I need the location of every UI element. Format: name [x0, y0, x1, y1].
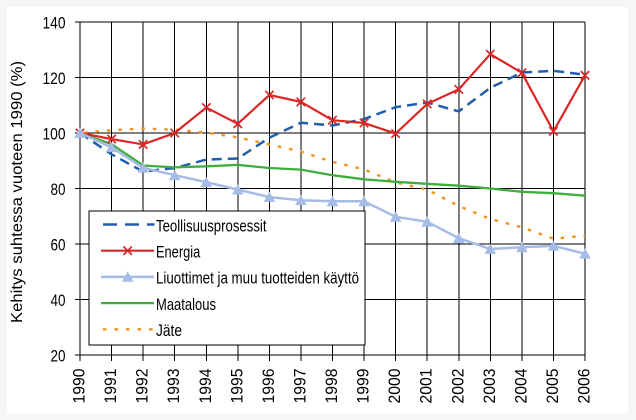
svg-text:40: 40: [51, 291, 66, 310]
svg-text:Teollisuusprosessit: Teollisuusprosessit: [156, 217, 267, 235]
svg-text:Maatalous: Maatalous: [156, 296, 216, 314]
svg-text:2000: 2000: [385, 369, 404, 404]
svg-text:Jäte: Jäte: [156, 322, 182, 340]
svg-text:Liuottimet ja muu tuotteiden k: Liuottimet ja muu tuotteiden käyttö: [156, 270, 359, 288]
svg-text:2001: 2001: [417, 369, 436, 404]
svg-text:120: 120: [43, 69, 66, 88]
svg-text:1992: 1992: [133, 369, 152, 404]
svg-text:Kehitys suhtessa vuoteen 1990: Kehitys suhtessa vuoteen 1990 (%): [9, 61, 26, 323]
svg-text:60: 60: [51, 235, 66, 254]
svg-text:100: 100: [43, 124, 66, 143]
svg-text:1998: 1998: [322, 369, 341, 404]
svg-text:2003: 2003: [480, 369, 499, 404]
svg-text:Energia: Energia: [156, 244, 201, 262]
svg-text:1990: 1990: [70, 369, 89, 404]
svg-text:1995: 1995: [227, 369, 246, 404]
svg-text:2002: 2002: [448, 369, 467, 404]
svg-text:2005: 2005: [543, 369, 562, 404]
svg-text:1999: 1999: [354, 369, 373, 404]
svg-text:1996: 1996: [259, 369, 278, 404]
svg-text:1991: 1991: [101, 369, 120, 404]
svg-text:2006: 2006: [575, 369, 594, 404]
svg-text:2004: 2004: [511, 369, 530, 404]
svg-text:140: 140: [43, 13, 66, 32]
svg-text:1997: 1997: [290, 369, 309, 404]
svg-text:80: 80: [51, 180, 66, 199]
svg-text:20: 20: [51, 346, 66, 365]
svg-text:1993: 1993: [164, 369, 183, 404]
svg-text:1994: 1994: [196, 369, 215, 404]
